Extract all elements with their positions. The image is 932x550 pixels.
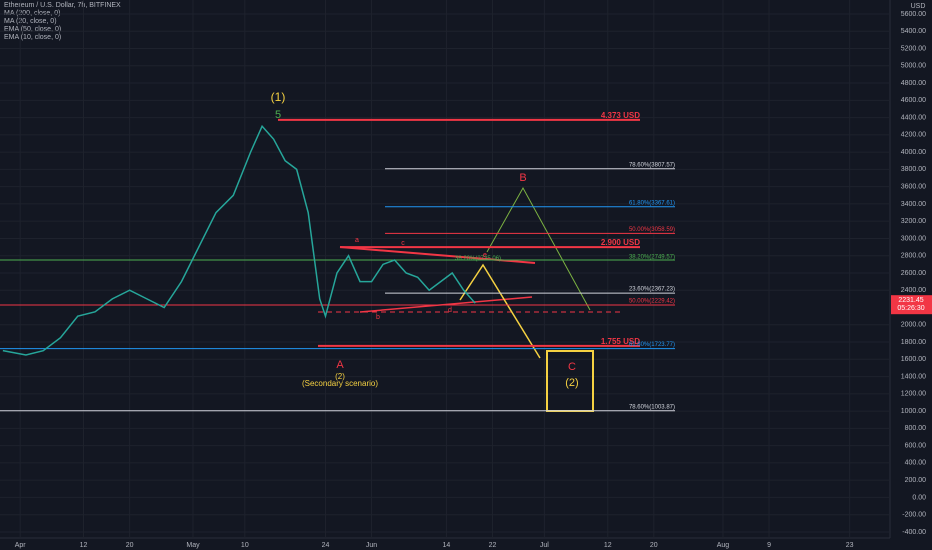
level-label: 23.60%(2367.23)	[629, 287, 675, 293]
y-tick-label: 3000.00	[901, 235, 926, 242]
projection-green	[486, 186, 591, 311]
y-tick-label: 1200.00	[901, 391, 926, 398]
chart-title: Ethereum / U.S. Dollar, 7h, BITFINEX	[4, 2, 121, 9]
wave-label: b	[376, 314, 380, 321]
level-label: 50.00%(3058.59)	[629, 227, 675, 233]
y-tick-label: -400.00	[902, 529, 926, 536]
last-price: 2231.45	[898, 297, 923, 304]
indicator: EMA (10, close, 0)	[4, 34, 61, 41]
x-tick-label: Jun	[366, 542, 377, 549]
indicator: MA (20, close, 0)	[4, 18, 57, 25]
y-tick-label: 2000.00	[901, 322, 926, 329]
price-line	[2, 124, 476, 356]
y-tick-label: -200.00	[902, 512, 926, 519]
y-tick-label: 3200.00	[901, 218, 926, 225]
x-tick-label: Apr	[15, 542, 27, 549]
wave-label: d	[448, 307, 452, 314]
level-label: 78.60%(1003.87)	[629, 404, 675, 410]
y-tick-label: 800.00	[905, 425, 927, 432]
x-tick-label: May	[186, 542, 200, 549]
price-label-box	[891, 295, 932, 315]
level-label: 1.755 USD	[601, 337, 640, 346]
y-tick-label: 2600.00	[901, 270, 926, 277]
projection-yellow	[459, 263, 541, 359]
y-tick-label: 4800.00	[901, 80, 926, 87]
y-tick-label: 4400.00	[901, 114, 926, 121]
x-tick-label: 20	[126, 542, 134, 549]
wave-label: B	[519, 172, 526, 184]
level-label: 4.373 USD	[601, 111, 640, 120]
wave-label: 5	[275, 109, 281, 121]
wave-label: (Secondary scenario)	[302, 379, 378, 388]
y-tick-label: 1000.00	[901, 408, 926, 415]
y-tick-label: 4600.00	[901, 97, 926, 104]
level-label: 61.80%(3367.61)	[629, 200, 675, 206]
wave-label: c	[401, 240, 405, 247]
wave-label: C	[568, 361, 576, 373]
countdown: 05:26:30	[897, 305, 924, 312]
x-tick-label: 9	[767, 542, 771, 549]
y-tick-label: 4200.00	[901, 132, 926, 139]
wave-label: (2)	[565, 377, 578, 389]
axis-unit: USD	[911, 3, 926, 10]
y-tick-label: 5200.00	[901, 45, 926, 52]
x-tick-label: 10	[241, 542, 249, 549]
y-tick-label: 200.00	[905, 477, 927, 484]
level-label: 38.20%(2735.06)	[455, 256, 501, 262]
y-tick-label: 5400.00	[901, 28, 926, 35]
wave-label: a	[355, 237, 359, 244]
y-tick-label: 0.00	[912, 494, 926, 501]
x-tick-label: 22	[489, 542, 497, 549]
wave-label: A	[336, 359, 344, 371]
y-tick-label: 3400.00	[901, 201, 926, 208]
wave-label: (1)	[271, 90, 286, 104]
y-tick-label: 5600.00	[901, 11, 926, 18]
indicator: MA (200, close, 0)	[4, 10, 60, 17]
x-tick-label: 12	[604, 542, 612, 549]
y-tick-label: 600.00	[905, 442, 927, 449]
x-tick-label: 20	[650, 542, 658, 549]
wave-label: (2)	[335, 372, 345, 381]
y-tick-label: 4000.00	[901, 149, 926, 156]
y-tick-label: 1400.00	[901, 373, 926, 380]
level-label: 78.60%(3807.57)	[629, 162, 675, 168]
x-tick-label: 14	[443, 542, 451, 549]
y-tick-label: 5000.00	[901, 63, 926, 70]
x-tick-label: 24	[322, 542, 330, 549]
level-label: 61.80%(1723.77)	[629, 342, 675, 348]
x-tick-label: Jul	[540, 542, 549, 549]
y-tick-label: 400.00	[905, 460, 927, 467]
level-label: 50.00%(2229.42)	[629, 299, 675, 305]
indicator: EMA (50, close, 0)	[4, 26, 61, 33]
x-tick-label: 23	[846, 542, 854, 549]
y-tick-label: 1800.00	[901, 339, 926, 346]
y-tick-label: 3600.00	[901, 183, 926, 190]
level-label: 38.20%(2749.57)	[629, 255, 675, 261]
wave-label: e	[483, 252, 487, 259]
x-tick-label: Aug	[717, 542, 730, 549]
y-tick-label: 1600.00	[901, 356, 926, 363]
x-tick-label: 12	[80, 542, 88, 549]
level-label: 2.900 USD	[601, 238, 640, 247]
y-tick-label: 2400.00	[901, 287, 926, 294]
y-tick-label: 3800.00	[901, 166, 926, 173]
y-tick-label: 2800.00	[901, 253, 926, 260]
